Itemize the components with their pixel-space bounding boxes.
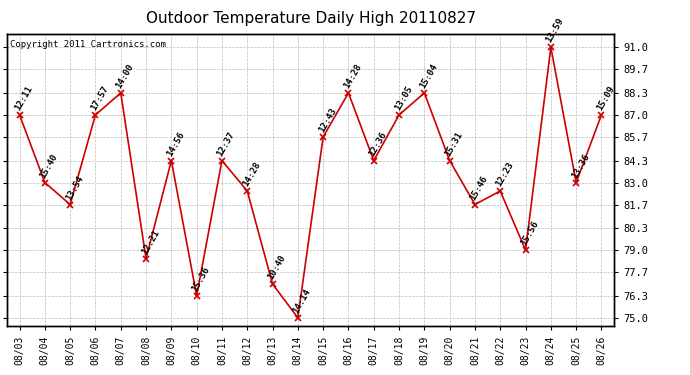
- Text: 15:04: 15:04: [418, 62, 439, 90]
- Text: Outdoor Temperature Daily High 20110827: Outdoor Temperature Daily High 20110827: [146, 11, 475, 26]
- Text: 15:40: 15:40: [39, 152, 59, 180]
- Text: 17:57: 17:57: [89, 84, 110, 112]
- Text: 13:54: 13:54: [63, 174, 85, 202]
- Text: 13:59: 13:59: [544, 17, 566, 45]
- Text: 15:31: 15:31: [443, 130, 464, 158]
- Text: 15:56: 15:56: [519, 220, 540, 248]
- Text: 13:05: 13:05: [393, 84, 414, 112]
- Text: 12:37: 12:37: [215, 130, 237, 158]
- Text: 15:09: 15:09: [595, 84, 616, 112]
- Text: 12:21: 12:21: [139, 228, 161, 256]
- Text: Copyright 2011 Cartronics.com: Copyright 2011 Cartronics.com: [10, 40, 166, 49]
- Text: 12:43: 12:43: [317, 106, 338, 134]
- Text: 14:56: 14:56: [165, 130, 186, 158]
- Text: 14:14: 14:14: [291, 287, 313, 315]
- Text: 12:36: 12:36: [367, 130, 388, 158]
- Text: 14:28: 14:28: [241, 160, 262, 188]
- Text: 12:23: 12:23: [494, 160, 515, 188]
- Text: 14:00: 14:00: [115, 62, 135, 90]
- Text: 10:40: 10:40: [266, 254, 287, 281]
- Text: 12:11: 12:11: [13, 84, 34, 112]
- Text: 14:28: 14:28: [342, 62, 363, 90]
- Text: 15:36: 15:36: [190, 265, 211, 293]
- Text: 15:46: 15:46: [469, 174, 490, 202]
- Text: 13:36: 13:36: [570, 152, 591, 180]
